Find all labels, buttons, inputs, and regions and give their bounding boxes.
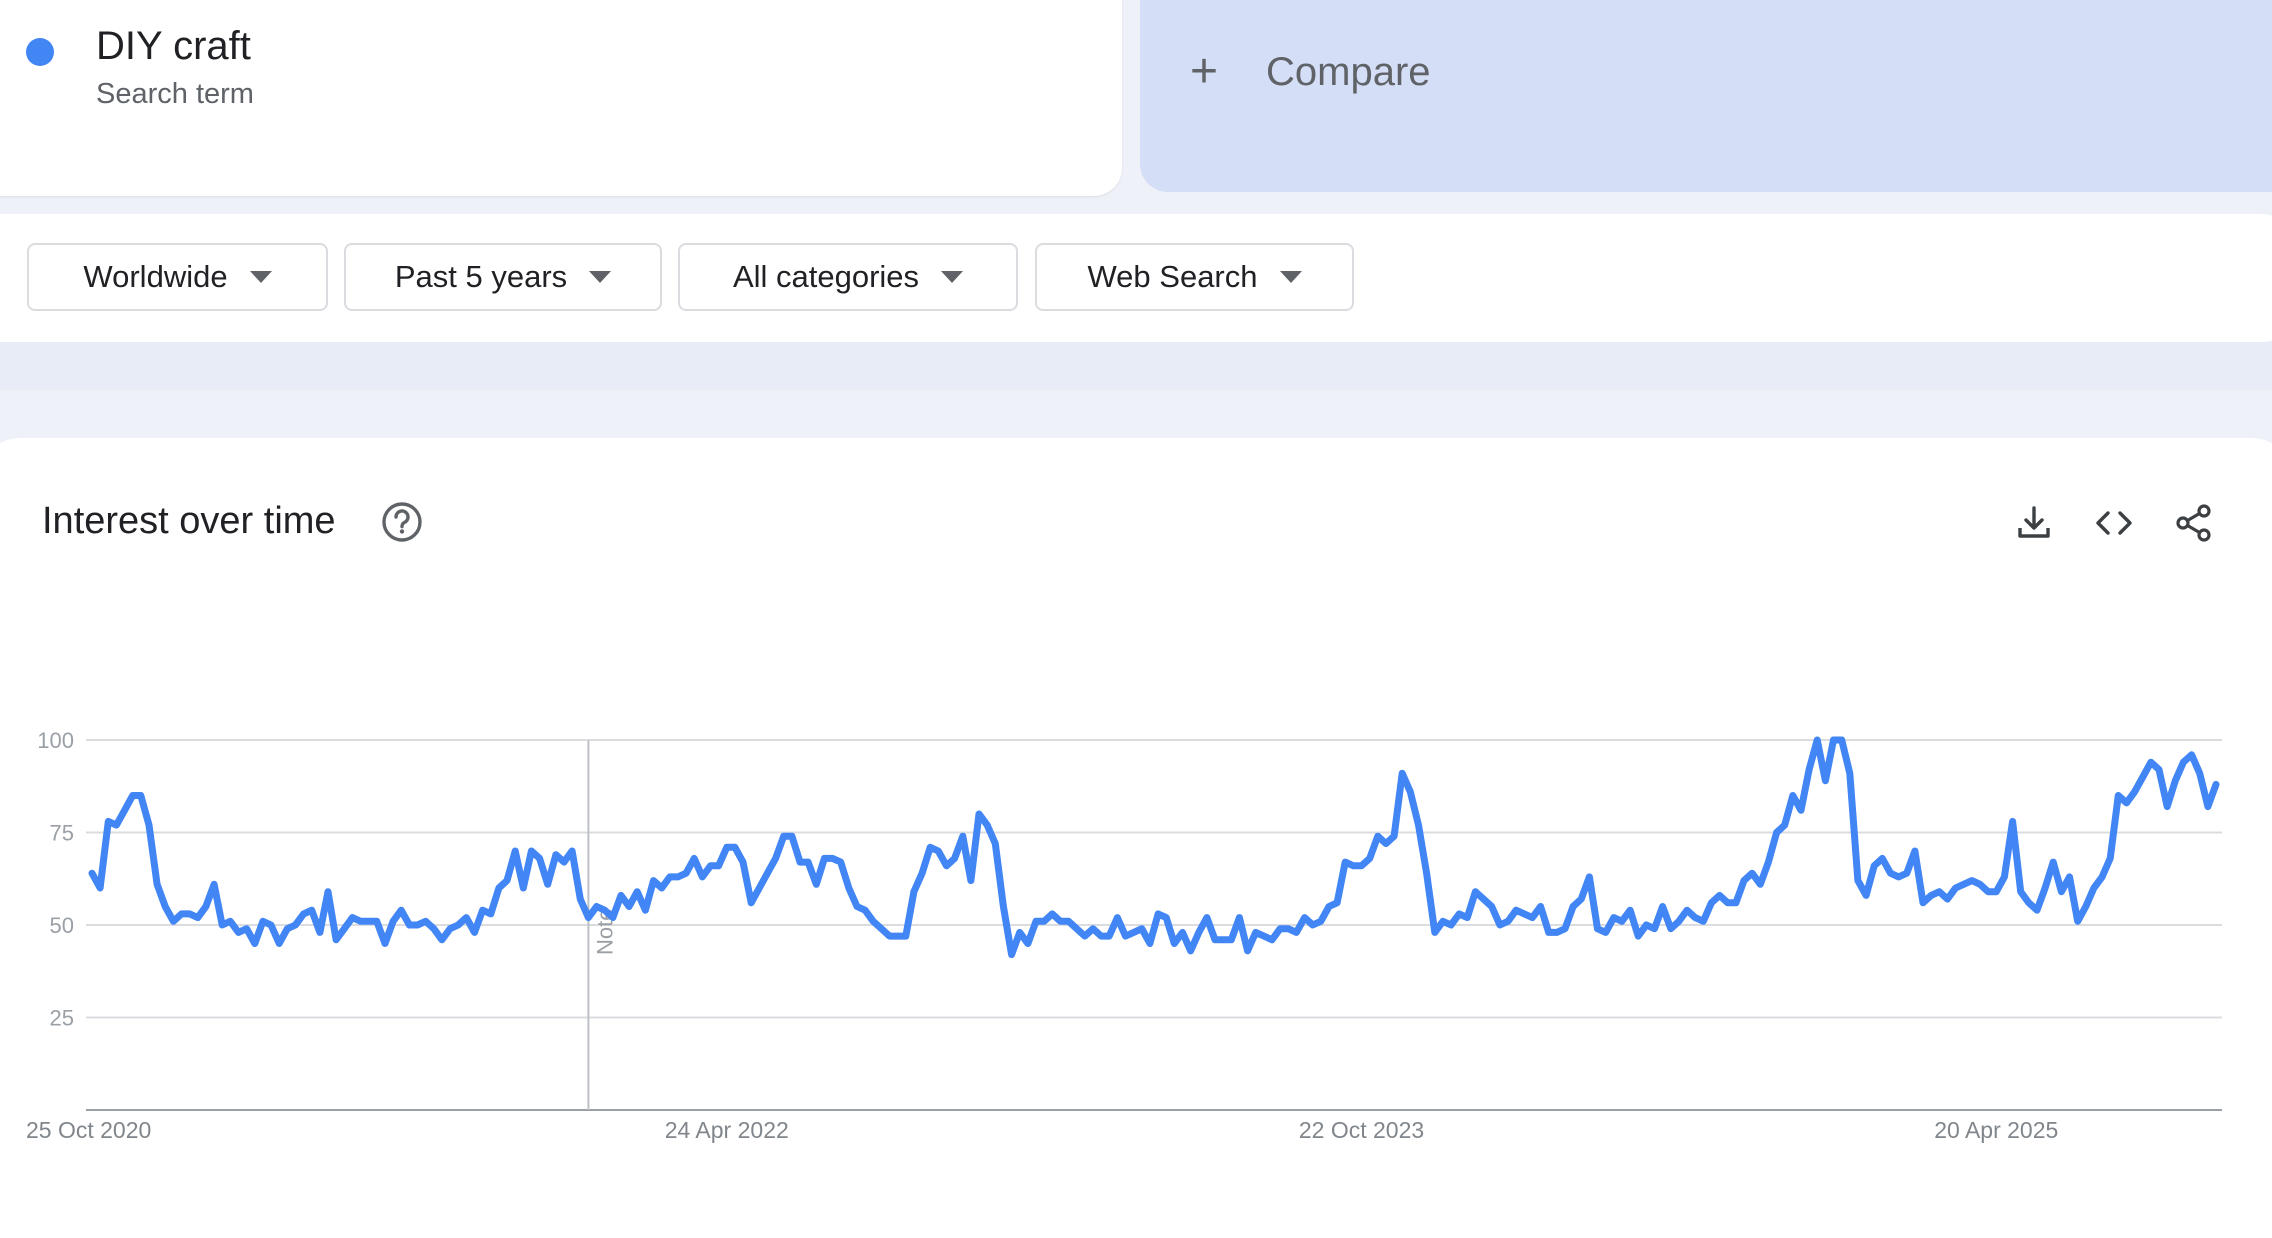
caret-down-icon: [941, 271, 964, 283]
caret-down-icon: [1279, 271, 1302, 283]
category-filter[interactable]: All categories: [678, 243, 1018, 311]
search-type-filter[interactable]: Web Search: [1035, 243, 1354, 311]
x-tick-label: 25 Oct 2020: [26, 1117, 151, 1143]
compare-label[interactable]: Compare: [1266, 50, 1431, 94]
series-line-diy-craft: [88, 736, 2220, 959]
search-term-name[interactable]: DIY craft: [96, 24, 251, 68]
search-term-subtitle: Search term: [96, 78, 254, 110]
panel-title: Interest over time: [42, 500, 336, 542]
category-filter-label: All categories: [732, 259, 920, 294]
caret-down-icon: [249, 271, 272, 283]
search-type-filter-label: Web Search: [1087, 259, 1258, 294]
x-tick-label: 22 Oct 2023: [1299, 1117, 1424, 1143]
y-tick-label: 25: [50, 1006, 74, 1031]
section-divider: [0, 342, 2272, 390]
series-color-dot: [26, 38, 54, 66]
interest-over-time-card: [0, 438, 2272, 1238]
region-filter[interactable]: Worldwide: [27, 243, 328, 311]
help-icon[interactable]: [380, 500, 424, 544]
y-tick-label: 75: [50, 821, 74, 846]
time-range-filter-label: Past 5 years: [394, 259, 568, 294]
caret-down-icon: [589, 271, 612, 283]
compare-card[interactable]: [1140, 0, 2272, 192]
x-tick-label: 24 Apr 2022: [665, 1117, 789, 1143]
region-filter-label: Worldwide: [83, 259, 228, 294]
embed-code-icon[interactable]: [2093, 502, 2135, 544]
y-tick-label: 100: [37, 728, 74, 753]
share-icon[interactable]: [2173, 502, 2215, 544]
time-range-filter[interactable]: Past 5 years: [344, 243, 662, 311]
download-icon[interactable]: [2013, 502, 2055, 544]
x-tick-label: 20 Apr 2025: [1934, 1117, 2058, 1143]
y-tick-label: 50: [50, 913, 74, 938]
search-term-card: [0, 0, 1122, 196]
plus-icon: +: [1190, 45, 1219, 98]
